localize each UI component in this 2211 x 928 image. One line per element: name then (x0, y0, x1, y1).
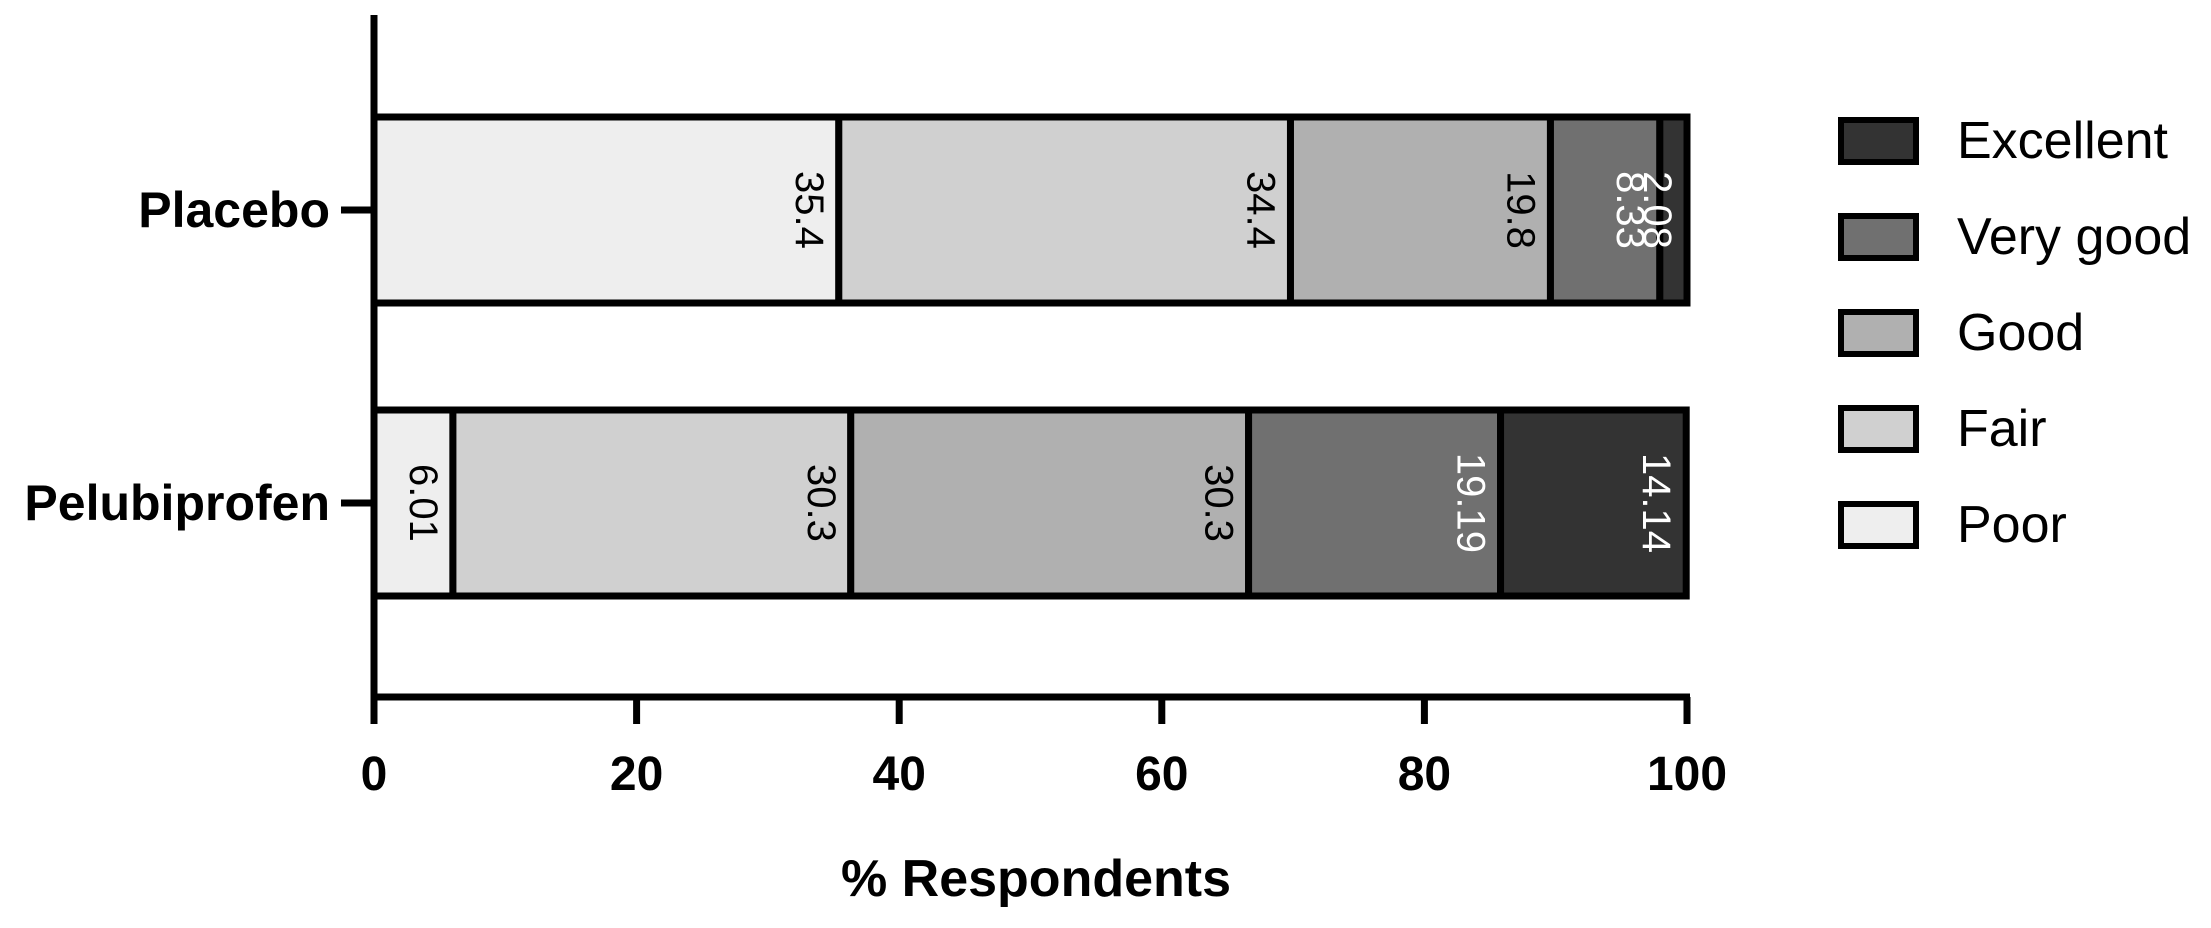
legend-swatch-good (1838, 309, 1919, 357)
x-tick-label-40: 40 (873, 748, 926, 801)
x-tick-label-60: 60 (1135, 748, 1188, 801)
bar-pelubiprofen-good (847, 406, 1253, 600)
category-labels-group: Placebo Pelubiprofen (24, 182, 374, 531)
legend-label-good: Good (1957, 304, 2084, 362)
legend-swatch-fair (1838, 405, 1919, 453)
legend-swatch-very-good (1838, 213, 1919, 261)
legend-label-excellent: Excellent (1957, 112, 2169, 170)
legend-swatch-excellent (1838, 117, 1919, 165)
data-label-placebo-poor: 35.4 (787, 171, 831, 249)
legend-label-very-good: Very good (1957, 208, 2191, 266)
bar-pelubiprofen-very-good (1245, 406, 1505, 600)
data-label-pelubiprofen-poor: 6.01 (401, 464, 445, 542)
ticks-group: 0 20 40 60 80 100 (361, 697, 1727, 801)
data-label-placebo-excellent: 2.08 (1635, 171, 1679, 249)
axes-group (370, 15, 1690, 701)
bar-placebo-fair (835, 113, 1294, 307)
bar-placebo-good (1286, 113, 1554, 307)
x-tick-label-20: 20 (610, 748, 663, 801)
data-label-pelubiprofen-fair: 30.3 (799, 464, 843, 542)
data-label-pelubiprofen-very-good: 19.19 (1449, 453, 1493, 553)
bar-pelubiprofen-excellent (1497, 406, 1690, 600)
legend-label-poor: Poor (1957, 496, 2067, 554)
x-tick-label-100: 100 (1647, 748, 1727, 801)
category-label-placebo: Placebo (138, 182, 330, 238)
bar-placebo-poor (370, 113, 843, 307)
legend: Excellent Very good Good Fair Poor (1838, 112, 2191, 554)
legend-label-fair: Fair (1957, 400, 2047, 458)
bar-placebo-very-good (1546, 113, 1664, 307)
bar-placebo-excellent (1656, 113, 1691, 307)
x-tick-label-0: 0 (361, 748, 388, 801)
x-tick-label-80: 80 (1398, 748, 1451, 801)
data-label-placebo-good: 19.8 (1498, 171, 1542, 249)
data-label-placebo-fair: 34.4 (1238, 171, 1282, 249)
legend-swatch-poor (1838, 501, 1919, 549)
bar-pelubiprofen-fair (449, 406, 855, 600)
x-axis-title: % Respondents (841, 850, 1231, 908)
data-label-pelubiprofen-good: 30.3 (1197, 464, 1241, 542)
bars-group: 35.4 34.4 19.8 8.332.08 6.01 30.3 30.3 19.19 14.… (370, 113, 1691, 600)
data-label-pelubiprofen-excellent: 14.14 (1634, 453, 1678, 553)
category-label-pelubiprofen: Pelubiprofen (24, 475, 330, 531)
data-label-placebo-very-good: 8.33 (1608, 171, 1652, 249)
